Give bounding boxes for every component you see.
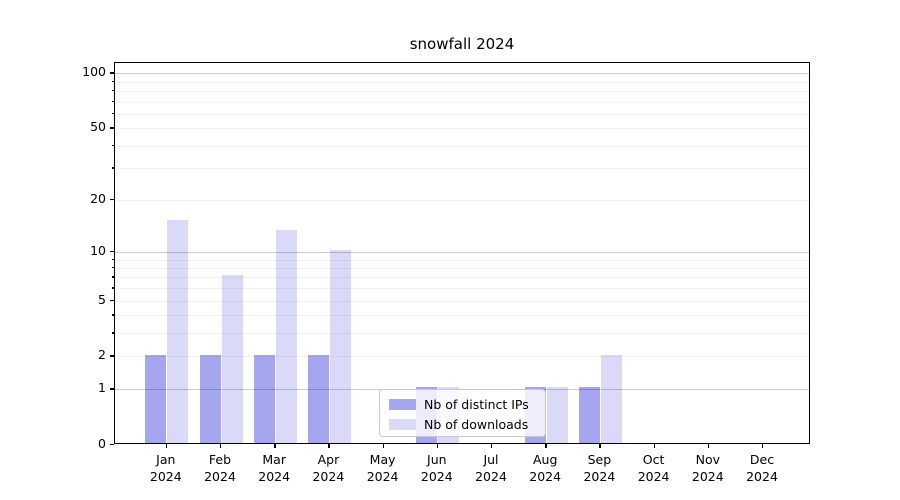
y-tick-mark-10 bbox=[110, 250, 114, 253]
x-tick-label-jun: Jun 2024 bbox=[420, 452, 453, 484]
y-tick-label-0: 0 bbox=[98, 436, 106, 451]
gridline-y-9 bbox=[115, 259, 809, 261]
y-tick-mark-50 bbox=[110, 127, 114, 129]
legend-swatch-icon bbox=[389, 418, 416, 430]
y-minor-tick-mark-80 bbox=[111, 89, 114, 92]
x-tick-label-feb: Feb 2024 bbox=[204, 452, 236, 484]
gridline-y-100 bbox=[115, 73, 809, 75]
y-minor-tick-mark-7 bbox=[111, 276, 114, 278]
y-tick-label-10: 10 bbox=[90, 242, 106, 258]
chart-title: snowfall 2024 bbox=[409, 35, 515, 53]
y-minor-tick-mark-4 bbox=[111, 314, 114, 316]
y-tick-label-5: 5 bbox=[98, 291, 106, 307]
x-tick-mark-mar bbox=[274, 444, 276, 448]
gridline-y-40 bbox=[115, 145, 809, 147]
gridline-y-2 bbox=[115, 356, 809, 358]
y-minor-tick-mark-9 bbox=[111, 258, 114, 260]
y-tick-label-50: 50 bbox=[90, 119, 106, 135]
legend-label: Nb of downloads bbox=[424, 416, 529, 432]
legend-row-downloads: Nb of downloads bbox=[389, 414, 545, 434]
x-tick-label-aug: Aug 2024 bbox=[529, 452, 562, 484]
bar-distinct-ips-feb bbox=[199, 354, 221, 443]
gridline-y-60 bbox=[115, 113, 809, 115]
gridline-y-8 bbox=[115, 267, 809, 269]
bar-downloads-mar bbox=[275, 230, 297, 443]
legend-row-distinct-ips: Nb of distinct IPs bbox=[389, 394, 545, 414]
x-tick-label-mar: Mar 2024 bbox=[258, 452, 291, 484]
legend-label: Nb of distinct IPs bbox=[424, 396, 529, 412]
y-minor-tick-mark-8 bbox=[111, 266, 114, 269]
y-minor-tick-mark-60 bbox=[111, 112, 114, 115]
gridline-y-10 bbox=[115, 251, 809, 253]
x-tick-label-may: May 2024 bbox=[366, 452, 399, 484]
bar-distinct-ips-apr bbox=[307, 354, 329, 443]
x-tick-mark-nov bbox=[707, 444, 710, 448]
y-minor-tick-mark-6 bbox=[111, 287, 114, 289]
bar-distinct-ips-jan bbox=[145, 354, 167, 443]
gridline-y-7 bbox=[115, 277, 809, 279]
y-tick-mark-20 bbox=[110, 198, 114, 201]
y-minor-tick-mark-3 bbox=[111, 332, 114, 334]
y-tick-mark-5 bbox=[110, 299, 114, 302]
x-tick-label-jan: Jan 2024 bbox=[149, 452, 182, 484]
gridline-y-50 bbox=[115, 128, 809, 130]
bar-downloads-jan bbox=[167, 219, 189, 443]
x-tick-label-dec: Dec 2024 bbox=[746, 452, 778, 484]
y-minor-tick-mark-40 bbox=[111, 144, 114, 147]
gridline-y-70 bbox=[115, 101, 809, 103]
x-tick-mark-may bbox=[382, 444, 384, 448]
x-tick-mark-sep bbox=[599, 444, 601, 448]
y-tick-mark-1 bbox=[110, 388, 114, 390]
y-tick-label-2: 2 bbox=[98, 347, 106, 363]
y-minor-tick-mark-90 bbox=[111, 80, 114, 82]
legend-swatch-icon bbox=[389, 398, 416, 410]
gridline-y-5 bbox=[115, 300, 809, 302]
y-tick-label-1: 1 bbox=[98, 380, 106, 396]
y-minor-tick-mark-70 bbox=[111, 100, 114, 102]
x-tick-mark-jul bbox=[491, 444, 493, 448]
x-tick-label-apr: Apr 2024 bbox=[312, 452, 345, 484]
y-tick-mark-0 bbox=[110, 444, 114, 446]
bar-downloads-aug bbox=[546, 387, 568, 443]
x-tick-mark-jan bbox=[165, 444, 168, 448]
bar-downloads-apr bbox=[329, 249, 351, 443]
y-tick-mark-2 bbox=[110, 355, 114, 357]
legend: Nb of distinct IPs Nb of downloads bbox=[379, 389, 546, 437]
gridline-y-20 bbox=[115, 199, 809, 201]
x-tick-mark-dec bbox=[762, 444, 764, 448]
x-tick-label-nov: Nov 2024 bbox=[691, 452, 724, 484]
bar-distinct-ips-mar bbox=[253, 354, 275, 443]
x-tick-mark-jun bbox=[436, 444, 439, 448]
x-tick-mark-feb bbox=[220, 444, 222, 448]
gridline-y-4 bbox=[115, 315, 809, 317]
bar-distinct-ips-sep bbox=[578, 387, 600, 443]
x-tick-label-jul: Jul 2024 bbox=[475, 452, 507, 484]
y-tick-label-100: 100 bbox=[82, 64, 106, 80]
x-tick-mark-apr bbox=[328, 444, 330, 448]
y-tick-label-20: 20 bbox=[90, 190, 106, 206]
gridline-y-30 bbox=[115, 168, 809, 170]
gridline-y-90 bbox=[115, 81, 809, 83]
gridline-y-6 bbox=[115, 288, 809, 290]
gridline-y-3 bbox=[115, 333, 809, 335]
bar-downloads-feb bbox=[221, 275, 243, 443]
x-tick-label-oct: Oct 2024 bbox=[637, 452, 670, 484]
gridline-y-80 bbox=[115, 90, 809, 92]
y-tick-mark-100 bbox=[110, 72, 114, 74]
y-minor-tick-mark-30 bbox=[111, 167, 114, 169]
bar-downloads-sep bbox=[600, 354, 622, 443]
plot-area: Nb of distinct IPs Nb of downloads bbox=[114, 62, 810, 444]
x-tick-label-sep: Sep 2024 bbox=[583, 452, 616, 484]
x-tick-mark-aug bbox=[545, 444, 547, 448]
x-tick-mark-oct bbox=[653, 444, 655, 448]
